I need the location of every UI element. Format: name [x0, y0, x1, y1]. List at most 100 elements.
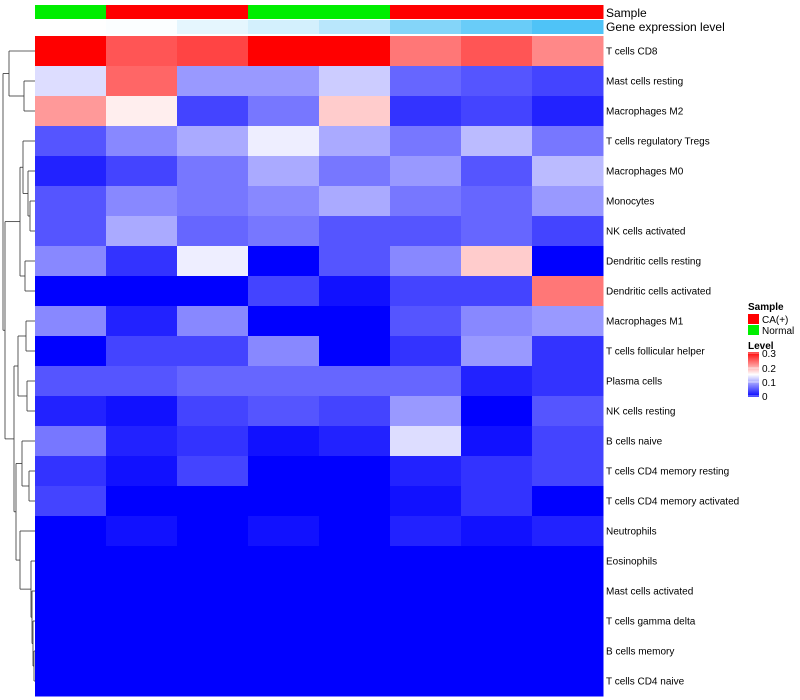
heatmap-cell	[461, 126, 533, 157]
heatmap-cell	[461, 276, 533, 307]
heatmap-cell	[177, 276, 249, 307]
heatmap-cell	[248, 126, 320, 157]
heatmap-cell	[319, 396, 391, 427]
heatmap-cell	[35, 396, 107, 427]
heatmap-cell	[35, 246, 107, 277]
expression-annotation-cell	[177, 20, 249, 34]
row-label: B cells memory	[606, 647, 674, 658]
legend-level-title: Level	[748, 341, 774, 352]
heatmap-cell	[248, 306, 320, 337]
heatmap-cell	[106, 66, 178, 97]
sample-annotation-cell	[35, 5, 107, 19]
heatmap-cell	[35, 366, 107, 397]
heatmap-cell	[461, 96, 533, 127]
row-label: Neutrophils	[606, 527, 657, 538]
heatmap-cell	[532, 186, 604, 217]
heatmap-cell	[177, 66, 249, 97]
heatmap-cell	[106, 576, 178, 607]
heatmap-cell	[532, 486, 604, 517]
heatmap-cell	[35, 606, 107, 637]
heatmap-cell	[177, 666, 249, 697]
heatmap-cell	[390, 186, 462, 217]
heatmap-cell	[532, 126, 604, 157]
heatmap-cell	[461, 306, 533, 337]
heatmap-cell	[248, 456, 320, 487]
heatmap-cell	[35, 276, 107, 307]
heatmap-cell	[35, 666, 107, 697]
annotation-title-sample: Sample	[606, 6, 647, 20]
heatmap-cell	[106, 306, 178, 337]
legend-swatch-ca	[748, 314, 759, 324]
heatmap-cell	[390, 576, 462, 607]
sample-annotation-cell	[532, 5, 604, 19]
row-label: Monocytes	[606, 197, 654, 208]
row-label: Mast cells resting	[606, 77, 683, 88]
heatmap-cell	[177, 306, 249, 337]
heatmap-cell	[35, 546, 107, 577]
heatmap-cell	[248, 336, 320, 367]
heatmap-cell	[248, 366, 320, 397]
sample-annotation-cell	[461, 5, 533, 19]
heatmap-cell	[461, 216, 533, 247]
legend: Sample CA(+) Normal Level 0.3 0.2 0.1 0	[748, 302, 794, 403]
heatmap-cell	[177, 126, 249, 157]
heatmap-cell	[177, 456, 249, 487]
heatmap-cell	[532, 396, 604, 427]
heatmap-cell	[461, 66, 533, 97]
heatmap-cell	[106, 336, 178, 367]
heatmap-cell	[177, 576, 249, 607]
heatmap-cell	[35, 216, 107, 247]
heatmap-cell	[177, 216, 249, 247]
legend-tick-0.3: 0.3	[762, 349, 776, 360]
heatmap-cell	[532, 666, 604, 697]
heatmap-cell	[532, 576, 604, 607]
heatmap-cell	[106, 456, 178, 487]
heatmap-cell	[248, 426, 320, 457]
heatmap-cell	[106, 426, 178, 457]
row-dendrogram	[2, 50, 35, 682]
heatmap-cell	[532, 546, 604, 577]
heatmap-cell	[461, 576, 533, 607]
heatmap-cell	[106, 276, 178, 307]
heatmap-cell	[248, 186, 320, 217]
heatmap-cell	[35, 96, 107, 127]
heatmap-cell	[35, 36, 107, 67]
row-labels: T cells CD8 Mast cells resting Macrophages…	[606, 47, 739, 688]
row-label: T cells CD4 naive	[606, 677, 685, 688]
legend-swatch-normal	[748, 325, 759, 335]
heatmap-cell	[35, 156, 107, 187]
heatmap-cell	[248, 486, 320, 517]
heatmap-cell	[461, 396, 533, 427]
heatmap-cell	[319, 96, 391, 127]
heatmap-cell	[461, 336, 533, 367]
row-label: T cells CD8	[606, 47, 658, 58]
heatmap-cell	[248, 66, 320, 97]
heatmap-cell	[248, 36, 320, 67]
heatmap-cell	[461, 546, 533, 577]
heatmap-cell	[106, 636, 178, 667]
heatmap-cell	[177, 426, 249, 457]
heatmap-cell	[177, 606, 249, 637]
heatmap-cell	[177, 186, 249, 217]
heatmap-cell	[177, 96, 249, 127]
row-label: T cells gamma delta	[606, 617, 696, 628]
legend-tick-0.2: 0.2	[762, 364, 776, 375]
heatmap-cell	[248, 546, 320, 577]
heatmap-cell	[35, 426, 107, 457]
heatmap-cell	[532, 246, 604, 277]
heatmap-cell	[532, 426, 604, 457]
heatmap-cell	[461, 36, 533, 67]
heatmap-cell	[461, 186, 533, 217]
heatmap-cell	[106, 546, 178, 577]
heatmap-cell	[106, 606, 178, 637]
heatmap-cell	[461, 156, 533, 187]
heatmap-cell	[248, 666, 320, 697]
sample-annotation-cell	[106, 5, 178, 19]
heatmap-cell	[319, 426, 391, 457]
row-label: B cells naive	[606, 437, 663, 448]
heatmap-cell	[319, 576, 391, 607]
sample-annotation-cell	[248, 5, 320, 19]
heatmap-cell	[461, 516, 533, 547]
heatmap-cell	[532, 336, 604, 367]
column-annotations	[35, 5, 604, 34]
